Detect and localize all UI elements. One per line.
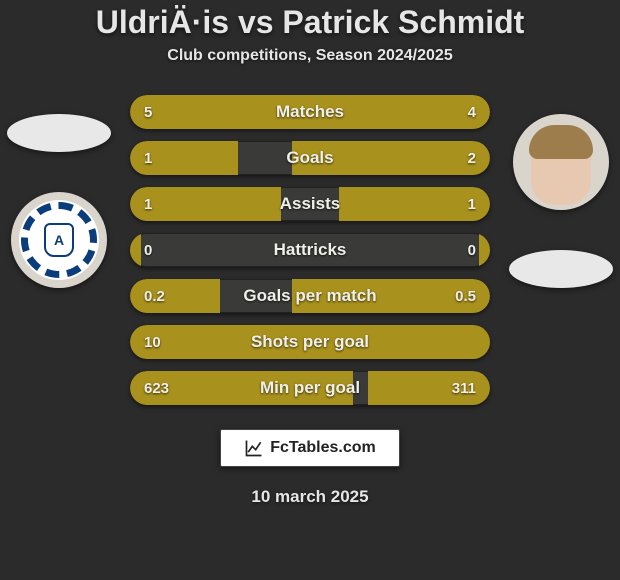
branding-text: FcTables.com	[270, 439, 376, 457]
stat-label: Goals	[130, 141, 490, 175]
stat-row: 0.20.5Goals per match	[130, 279, 490, 313]
stat-label: Hattricks	[130, 233, 490, 267]
player-left-club-logo: A	[11, 192, 107, 288]
comparison-bars: 54Matches 12Goals 11Assists 00Hattricks 0.20…	[130, 95, 490, 405]
stat-row: 54Matches	[130, 95, 490, 129]
date-label: 10 march 2025	[0, 487, 620, 507]
page-title: UldriÄ·is vs Patrick Schmidt	[0, 4, 620, 41]
chart-icon	[244, 438, 264, 458]
player-right-club-logo-placeholder	[509, 250, 613, 288]
page-subtitle: Club competitions, Season 2024/2025	[0, 47, 620, 65]
stat-label: Shots per goal	[130, 325, 490, 359]
player-left-avatar-placeholder	[7, 114, 111, 152]
stat-row: 12Goals	[130, 141, 490, 175]
branding-badge[interactable]: FcTables.com	[220, 429, 400, 467]
stat-label: Assists	[130, 187, 490, 221]
player-right-panel	[506, 114, 616, 288]
stat-label: Goals per match	[130, 279, 490, 313]
club-shield-icon: A	[44, 223, 74, 257]
player-right-avatar	[513, 114, 609, 210]
stat-label: Matches	[130, 95, 490, 129]
stat-row: 11Assists	[130, 187, 490, 221]
stat-label: Min per goal	[130, 371, 490, 405]
stat-row: 10Shots per goal	[130, 325, 490, 359]
stat-row: 623311Min per goal	[130, 371, 490, 405]
stat-row: 00Hattricks	[130, 233, 490, 267]
player-left-panel: A	[4, 114, 114, 288]
